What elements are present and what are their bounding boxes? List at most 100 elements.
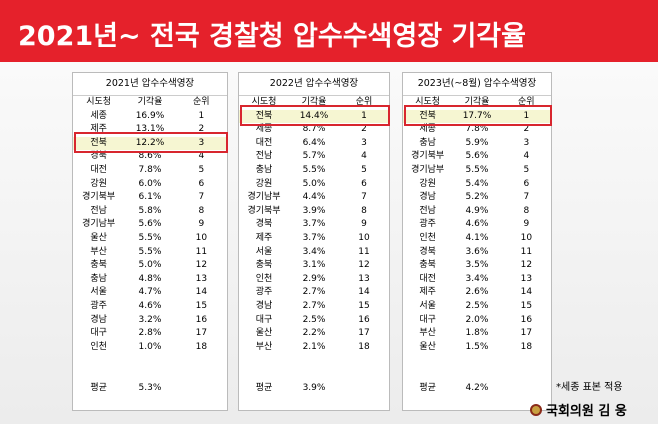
cell: 2.2% [302,328,326,339]
cell: 5 [523,164,530,175]
cell: 10 [358,232,370,243]
table: 2022년 압수수색영장 시도청 기각율 순위 전북 14.4% 1 세종 8.7% 2 대전 6.4… [238,72,390,411]
cell: 8 [361,205,367,216]
cell: 5.5% [302,164,326,175]
table-row: 부산 5.5% 11 [73,246,227,260]
table-row: 경기북부 6.1% 7 [73,191,227,205]
cell: 1.8% [465,328,489,339]
header-row: 시도청 기각율 순위 [239,96,389,110]
cell: 전남 [419,205,436,216]
cell: 9 [523,219,530,230]
cell: 3.5% [465,260,489,271]
table-row: 대구 2.8% 17 [73,327,227,341]
cell: 4.2% [465,383,489,394]
table-row: 제주 13.1% 2 [73,123,227,137]
spacer [239,396,389,410]
cell: 13 [520,273,533,284]
table-row: 충남 4.8% 13 [73,273,227,287]
cell: 충남 [255,164,273,175]
cell: 광주 [419,219,436,230]
cell: 7.8% [138,164,162,175]
cell: 4.7% [138,287,162,298]
cell: 5 [198,164,205,175]
cell: 8.7% [302,124,326,135]
cell: 평균 [419,383,436,394]
cell: 4.4% [302,192,326,203]
cell: 7 [361,192,367,203]
cell: 13 [195,273,208,284]
cell: 세종 [90,110,107,121]
cell: 3.7% [302,219,326,230]
emblem [530,403,542,416]
cell: 서울 [419,300,436,311]
cell: 충북 [90,260,107,271]
table-row: 부산 2.1% 18 [239,341,389,355]
table-row: 강원 5.4% 6 [403,178,551,192]
cell: 5.0% [302,178,326,189]
cell: 9 [361,219,367,230]
cell: 대전 [90,164,107,175]
cell: 4 [361,151,367,162]
cell: 울산 [255,328,273,339]
table-row: 경기남부 4.4% 7 [239,191,389,205]
cell: 8 [198,205,205,216]
cell: 인천 [419,232,436,243]
cell: 1 [361,110,367,121]
cell: 10 [195,232,208,243]
cell: 경기남부 [82,219,116,230]
cell: 7 [523,192,530,203]
cell: 강원 [419,178,436,189]
cell: 3.4% [302,246,326,257]
average-row: 평균 5.3% [73,382,227,396]
cell: 제주 [255,232,273,243]
cell: 6 [198,178,205,189]
table-row: 전북 14.4% 1 [239,109,389,124]
spacer [403,368,551,382]
cell: 5.6% [465,151,489,162]
cell: 16 [358,314,370,325]
cell: 5.6% [138,219,162,230]
logo-text: 국회의원 김 웅 [546,404,627,419]
cell: 경남 [255,300,273,311]
cell: 12.2% [135,137,165,148]
spacer [239,354,389,368]
cell: 8.6% [138,151,162,162]
cell: 2 [198,124,205,135]
cell: 3.9% [302,205,326,216]
cell: 5.5% [138,232,162,243]
table: 2021년 압수수색영장 시도청 기각율 순위 세종 16.9% 1 제주 13.1% 2 전북 12… [72,72,228,411]
table-row: 충북 3.1% 12 [239,259,389,273]
cell: 6 [361,178,367,189]
title: 2021년~ 전국 경찰청 압수수색영장 기각율 [18,21,526,52]
cell: 서울 [90,287,107,298]
cell: 3 [523,137,530,148]
cell: 부산 [90,246,107,257]
cell: 2.1% [302,341,326,352]
cell: 2 [361,124,367,135]
cell: 대구 [90,328,107,339]
table-title: 2023년(~8월) 압수수색영장 [403,73,551,96]
cell: 2 [523,124,530,135]
cell: 16 [195,314,208,325]
cell: 대전 [419,273,436,284]
table-row: 경기남부 5.5% 5 [403,164,551,178]
table-row: 대구 2.0% 16 [403,314,551,328]
table-row: 경북 8.6% 4 [73,150,227,164]
cell: 인천 [90,341,107,352]
cell: 18 [358,341,370,352]
cell: 13.1% [135,124,165,135]
cell: 전북 [90,137,107,148]
cell: 세종 [255,124,273,135]
cell: 제주 [90,124,107,135]
table-row: 전북 12.2% 3 [73,136,227,151]
table-row: 서울 2.5% 15 [403,300,551,314]
cell: 5.7% [302,151,326,162]
cell: 강원 [255,178,273,189]
spacer [73,354,227,368]
table-row: 전북 17.7% 1 [403,109,551,124]
table-row: 세종 7.8% 2 [403,123,551,137]
cell: 17 [358,328,370,339]
cell: 7 [198,192,205,203]
highlight-box [404,104,552,126]
